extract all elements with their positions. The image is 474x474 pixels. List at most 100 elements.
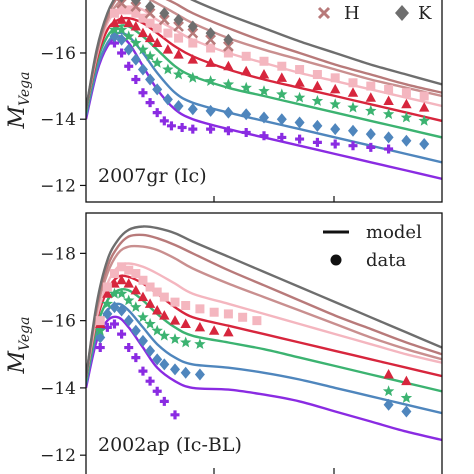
data-point-v [258,85,270,96]
data-point-r [276,72,287,82]
data-point-k [173,13,184,26]
data-point-v [101,297,114,309]
data-point-v [240,81,252,93]
data-point-b [401,405,412,418]
data-point-u [145,376,155,386]
panel-2002ap-ylabel: MVega [5,317,33,375]
data-point-b [170,363,180,376]
data-point-i [366,81,376,91]
data-point-v [418,114,430,126]
data-point-k [205,27,216,40]
data-point-k [223,33,234,46]
data-point-v [130,301,142,312]
panel-2002ap-legend: model data [323,222,422,271]
data-point-b [173,99,184,112]
data-point-r [137,291,149,302]
data-point-u [131,353,141,363]
data-point-u [131,74,141,84]
data-point-k [187,20,198,33]
data-point-b [116,304,127,317]
legend-label-data: data [366,250,406,271]
data-point-r [347,87,359,97]
panel-2007gr-data-points [108,0,430,154]
data-point-r [294,77,305,87]
data-point-r [152,37,163,48]
data-point-r [162,44,174,54]
data-point-r [116,14,127,24]
model-curve-h [86,0,442,110]
data-point-b [130,324,141,337]
data-point-u [366,142,376,152]
data-point-v [311,95,324,106]
data-point-h [144,7,156,19]
panel-2002ap-label: 2002ap (Ic-BL) [98,434,242,456]
data-point-v [204,75,217,86]
data-point-i [206,43,216,53]
data-point-i [124,5,134,15]
model-curve-r [86,274,442,379]
data-point-b [145,73,156,86]
data-point-u [223,126,233,136]
data-point-i [223,309,233,319]
data-point-v [172,68,185,80]
data-point-b [180,366,191,379]
data-point-r [169,315,181,325]
data-point-b [116,33,127,46]
data-point-v [94,324,106,336]
data-point-r [208,325,220,335]
data-point-u [330,139,340,149]
data-point-r [258,69,270,79]
data-point-r [312,80,323,91]
data-point-b [123,43,134,56]
data-point-i [170,297,180,307]
data-point-b [294,116,305,129]
model-curve-k [86,0,442,110]
data-point-b [419,138,430,151]
data-point-r [383,95,394,105]
data-point-v [400,111,413,123]
data-point-u [277,132,287,142]
data-point-u [348,141,358,151]
legend-marker-data [330,254,342,266]
data-point-u [138,366,148,376]
model-curve-j [86,244,442,378]
legend-label-model: model [366,222,422,243]
data-point-b [130,53,141,66]
data-point-i [145,282,155,292]
data-point-u [145,98,155,108]
data-point-k [130,0,141,6]
data-point-v [108,287,121,299]
data-point-u [206,124,216,134]
data-point-v [144,318,156,329]
data-point-v [158,329,170,341]
data-point-i [419,91,429,101]
data-point-r [109,278,120,288]
data-point-i [252,316,262,326]
data-point-b [187,103,198,116]
data-point-v [137,43,149,55]
data-point-h [187,27,199,39]
data-point-b [205,104,216,117]
data-point-r [144,32,156,43]
data-point-b [383,398,394,411]
data-point-i [159,292,169,302]
data-point-r [109,17,120,28]
data-point-u [159,116,169,126]
data-point-b [383,131,394,144]
data-point-i [181,301,191,310]
data-point-i [95,316,105,326]
data-point-v [151,324,163,336]
data-point-r [173,49,184,59]
data-point-b [241,108,252,121]
y-tick-label: −18 [40,244,76,264]
data-point-b [330,123,341,136]
data-point-u [117,329,127,339]
data-point-u [312,137,322,147]
data-point-k [159,7,170,20]
data-point-b [102,307,113,320]
panel-2007gr-legend: H K [317,3,432,24]
data-point-i [401,88,411,98]
data-point-u [159,396,169,406]
data-point-u [124,61,134,71]
data-point-v [123,30,135,42]
